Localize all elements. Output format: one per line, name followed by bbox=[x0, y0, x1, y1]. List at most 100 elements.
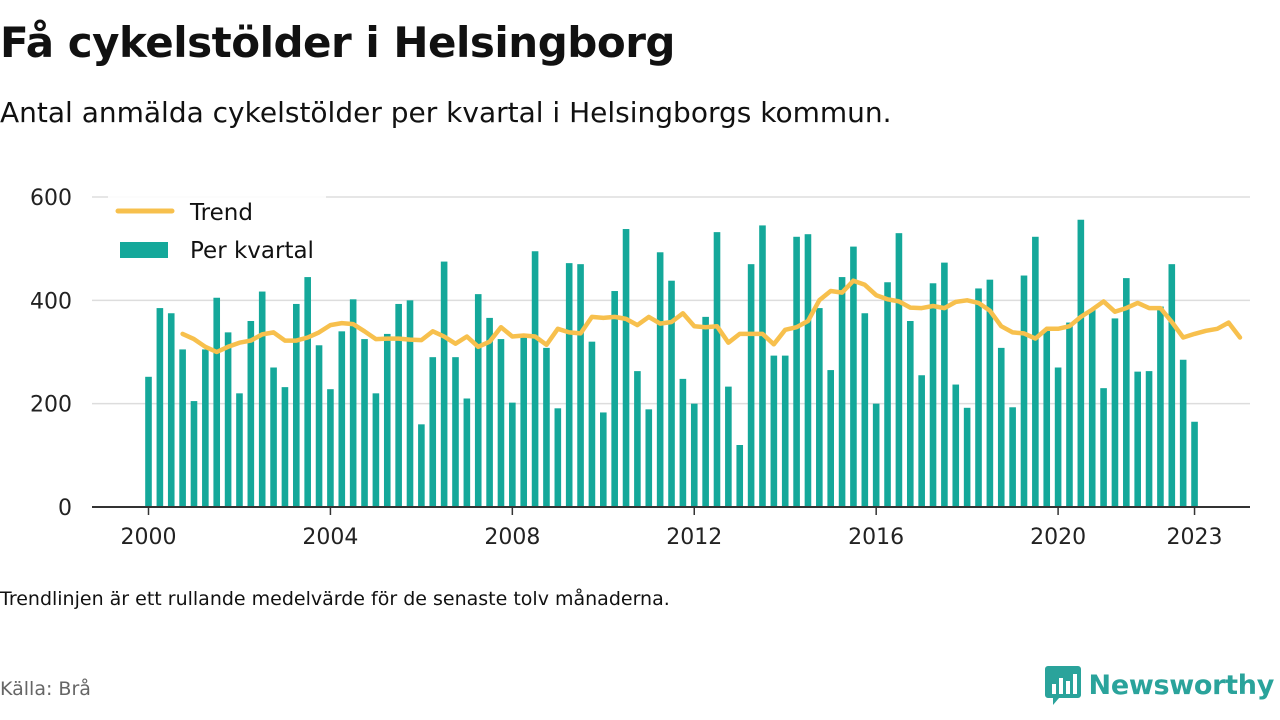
footnote: Trendlinjen är ett rullande medelvärde f… bbox=[0, 588, 670, 610]
bar bbox=[247, 321, 255, 507]
bar bbox=[418, 424, 425, 507]
bar bbox=[668, 280, 675, 507]
x-tick-label: 2016 bbox=[848, 525, 904, 550]
bar bbox=[656, 252, 664, 507]
bar bbox=[702, 316, 709, 507]
bar bbox=[804, 234, 812, 507]
bar bbox=[1066, 322, 1073, 507]
bar bbox=[497, 339, 505, 507]
bar bbox=[747, 264, 755, 507]
bar bbox=[520, 333, 528, 507]
bar bbox=[679, 378, 687, 507]
x-tick-label: 2000 bbox=[121, 525, 177, 550]
y-tick-label: 600 bbox=[30, 186, 72, 211]
bar bbox=[838, 277, 846, 507]
bar bbox=[463, 398, 471, 507]
legend-bar-swatch bbox=[120, 242, 168, 258]
bar bbox=[167, 313, 175, 507]
bar bbox=[190, 401, 198, 507]
y-tick-label: 200 bbox=[30, 393, 72, 418]
legend: Trend Per kvartal bbox=[108, 190, 326, 270]
bar bbox=[156, 308, 164, 507]
bar bbox=[975, 288, 982, 507]
bar bbox=[770, 355, 778, 507]
bar bbox=[1157, 306, 1164, 507]
bar bbox=[793, 236, 800, 508]
bar bbox=[509, 402, 516, 507]
trend-line bbox=[180, 278, 1243, 355]
x-tick-label: 2023 bbox=[1167, 525, 1223, 550]
bar bbox=[1179, 359, 1187, 507]
bar bbox=[372, 393, 380, 507]
bar bbox=[690, 403, 698, 507]
bar bbox=[304, 277, 311, 507]
bar bbox=[1020, 275, 1028, 507]
bar bbox=[1054, 367, 1062, 507]
bar bbox=[315, 345, 323, 507]
bar bbox=[270, 367, 277, 507]
axes: 0 200 400 600 2000 2004 2008 2012 2016 2020 2023 bbox=[30, 186, 1250, 550]
bar bbox=[577, 264, 584, 507]
bar bbox=[1100, 388, 1107, 507]
bar bbox=[236, 393, 243, 507]
bar bbox=[486, 317, 493, 507]
bar bbox=[850, 246, 857, 507]
bar bbox=[565, 263, 573, 507]
x-tick-label: 2004 bbox=[302, 525, 358, 550]
bar bbox=[1145, 371, 1153, 507]
bar bbox=[1077, 219, 1085, 507]
bar bbox=[986, 279, 994, 507]
chart-subtitle: Antal anmälda cykelstölder per kvartal i… bbox=[0, 96, 892, 129]
bar bbox=[145, 376, 152, 507]
x-tick-label: 2012 bbox=[666, 525, 722, 550]
bar bbox=[634, 371, 641, 507]
bar bbox=[600, 412, 607, 507]
bar bbox=[725, 386, 732, 507]
bar bbox=[622, 229, 630, 508]
bar bbox=[781, 355, 789, 507]
bar bbox=[884, 282, 891, 507]
bar bbox=[906, 321, 914, 507]
bar bbox=[1111, 318, 1119, 507]
bar bbox=[895, 233, 903, 507]
bar bbox=[338, 331, 346, 507]
bar bbox=[611, 291, 618, 507]
bar bbox=[827, 370, 834, 507]
bar bbox=[918, 375, 925, 507]
bar bbox=[1191, 421, 1198, 507]
bar bbox=[361, 339, 368, 507]
bar bbox=[1134, 371, 1141, 507]
bar bbox=[543, 347, 550, 507]
bar bbox=[941, 262, 948, 507]
bar bbox=[327, 389, 334, 507]
source-note: Källa: Brå bbox=[0, 678, 91, 700]
bar-series-per-kvartal bbox=[145, 219, 1198, 508]
legend-bar-label: Per kvartal bbox=[190, 238, 314, 264]
bar bbox=[202, 349, 209, 507]
bar bbox=[531, 251, 539, 507]
bar bbox=[1123, 278, 1130, 507]
bar bbox=[554, 408, 562, 507]
bar bbox=[281, 387, 289, 507]
bar bbox=[1088, 309, 1096, 507]
chart-title: Få cykelstölder i Helsingborg bbox=[0, 18, 675, 67]
bar bbox=[406, 300, 414, 507]
bar bbox=[861, 313, 869, 507]
bar bbox=[759, 225, 766, 507]
bar bbox=[349, 299, 357, 507]
bar bbox=[963, 407, 971, 507]
bar bbox=[213, 297, 221, 507]
legend-trend-label: Trend bbox=[189, 200, 253, 226]
bar bbox=[1043, 328, 1051, 507]
brand-logo[interactable]: Newsworthy bbox=[1044, 664, 1275, 706]
bar-chart: 0 200 400 600 2000 2004 2008 2012 2016 2020 2023 T… bbox=[30, 186, 1250, 550]
line-series-trend bbox=[180, 278, 1243, 355]
bar bbox=[816, 308, 823, 507]
bar bbox=[952, 384, 960, 507]
bar bbox=[588, 341, 596, 507]
bar bbox=[736, 445, 744, 507]
bar bbox=[1032, 236, 1039, 508]
bar bbox=[429, 357, 437, 507]
brand-name: Newsworthy bbox=[1088, 669, 1275, 701]
bar bbox=[224, 332, 232, 507]
